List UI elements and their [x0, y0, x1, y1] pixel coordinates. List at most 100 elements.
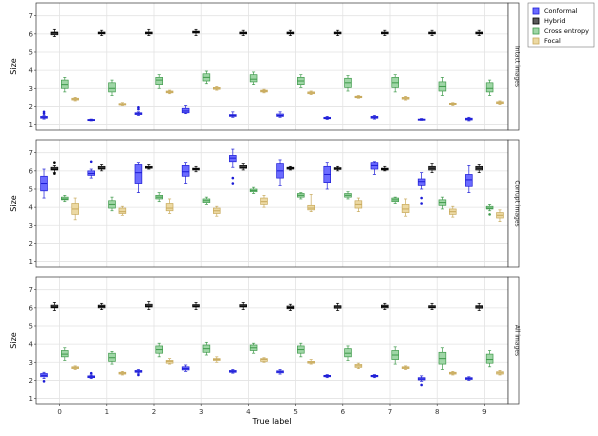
- box-conformal-1: [87, 118, 95, 122]
- box-hybrid-1: [97, 302, 106, 311]
- box-cross-entropy-7: [391, 346, 399, 365]
- outlier-point: [420, 383, 423, 387]
- box-conformal-1: [87, 371, 95, 379]
- x-tick-label: 1: [105, 408, 109, 416]
- outlier-point: [420, 202, 423, 205]
- outlier-point: [53, 172, 56, 175]
- x-axis-title: True label: [252, 417, 292, 426]
- panel-all-images: 1 2 3 4 5 6 7 All images Size 0 1 2 3 4 5 6 7 8 9: [9, 276, 521, 416]
- y-tick-label: 4: [29, 204, 34, 212]
- box-cross-entropy-7: [391, 196, 399, 204]
- box-focal-5: [307, 359, 315, 365]
- y-tick-label: 2: [29, 103, 33, 111]
- box-conformal-8: [417, 118, 426, 121]
- outlier-point: [42, 380, 46, 383]
- panel-corrupt-images: 1 2 3 4 5 6 7 Corrupt images Size: [9, 139, 521, 268]
- outlier-point: [42, 110, 46, 114]
- box-cross-entropy-7: [391, 74, 399, 93]
- box-conformal-9: [465, 116, 473, 122]
- legend-label: Focal: [544, 37, 561, 45]
- panel-background: [36, 277, 508, 404]
- box-cross-entropy-5: [297, 192, 305, 200]
- box-hybrid-8: [428, 302, 436, 311]
- outlier-point: [488, 213, 491, 216]
- y-tick-label: 6: [29, 167, 34, 175]
- box-focal-7: [401, 96, 410, 101]
- box-hybrid-5: [286, 29, 295, 37]
- box-hybrid-9: [475, 164, 483, 174]
- box-focal-4: [260, 357, 268, 363]
- box-focal-3: [213, 86, 221, 91]
- box-cross-entropy-9: [485, 79, 494, 96]
- box-conformal-0: [40, 110, 48, 120]
- box-conformal-7: [370, 161, 379, 175]
- box-conformal-7: [370, 115, 379, 120]
- y-tick-label: 7: [29, 12, 33, 20]
- y-tick-label: 1: [29, 258, 33, 266]
- box-cross-entropy-2: [155, 192, 163, 203]
- box-cross-entropy-0: [61, 194, 69, 203]
- box-iqr: [108, 82, 116, 93]
- legend-item-hybrid: Hybrid: [532, 17, 565, 25]
- y-tick-label: 6: [29, 304, 34, 312]
- box-hybrid-7: [381, 165, 389, 172]
- box-hybrid-2: [145, 28, 153, 37]
- y-tick-label: 7: [29, 149, 33, 157]
- box-hybrid-2: [145, 301, 153, 311]
- box-cross-entropy-4: [249, 186, 258, 194]
- box-conformal-3: [181, 105, 190, 115]
- box-hybrid-5: [286, 303, 295, 311]
- series-hybrid: [50, 28, 483, 37]
- y-axis-title: Size: [9, 195, 18, 212]
- box-cross-entropy-4: [249, 71, 258, 85]
- box-iqr: [485, 82, 494, 93]
- y-tick-label: 5: [29, 48, 33, 56]
- legend: Conformal Hybrid Cross entropy Focal: [527, 2, 595, 48]
- box-iqr: [155, 77, 163, 85]
- box-conformal-2: [134, 369, 143, 377]
- box-cross-entropy-1: [108, 79, 116, 96]
- box-focal-7: [401, 198, 410, 217]
- box-focal-8: [449, 102, 457, 106]
- panels: 1 2 3 4 5 6 7 Intact images Size 1 2 3 4 5 6 7 Corrupt i…: [9, 2, 521, 416]
- box-cross-entropy-6: [344, 345, 352, 361]
- box-cross-entropy-2: [155, 74, 163, 89]
- box-cross-entropy-2: [155, 342, 163, 358]
- box-conformal-2: [134, 162, 143, 193]
- box-hybrid-9: [475, 302, 483, 311]
- box-conformal-5: [276, 369, 284, 375]
- box-focal-1: [118, 370, 127, 376]
- y-tick-label: 1: [29, 395, 33, 403]
- box-focal-1: [118, 102, 127, 106]
- box-conformal-5: [276, 159, 284, 186]
- series-conformal: [40, 105, 473, 122]
- y-tick-label: 2: [29, 240, 33, 248]
- facet-strip-label: Corrupt images: [514, 180, 521, 226]
- x-tick-label: 5: [293, 408, 297, 416]
- box-iqr: [249, 74, 258, 83]
- box-focal-9: [496, 209, 504, 222]
- legend-item-cross-entropy: Cross entropy: [532, 27, 589, 35]
- outlier-point: [420, 196, 423, 200]
- legend-item-focal: Focal: [532, 37, 561, 45]
- box-iqr: [165, 203, 174, 212]
- box-cross-entropy-0: [61, 347, 69, 361]
- series-cross-entropy: [61, 70, 494, 96]
- x-tick-label: 8: [435, 408, 439, 416]
- box-focal-6: [354, 95, 363, 99]
- series-hybrid: [50, 301, 483, 311]
- box-cross-entropy-3: [202, 70, 211, 85]
- box-hybrid-0: [50, 28, 59, 37]
- box-focal-5: [307, 194, 315, 213]
- box-conformal-5: [276, 111, 284, 118]
- box-hybrid-6: [333, 165, 342, 172]
- box-cross-entropy-6: [344, 191, 352, 200]
- box-conformal-4: [229, 111, 237, 118]
- box-cross-entropy-4: [249, 342, 258, 354]
- box-hybrid-7: [381, 29, 389, 37]
- box-focal-2: [165, 198, 174, 214]
- box-hybrid-4: [239, 29, 247, 37]
- panel-background: [36, 3, 508, 130]
- box-hybrid-0: [50, 302, 59, 311]
